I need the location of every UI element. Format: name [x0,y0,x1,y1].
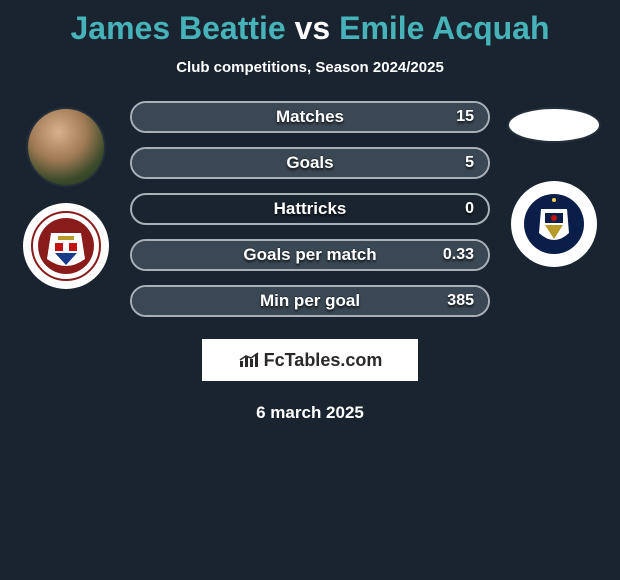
stat-bar: Min per goal 385 [130,285,490,317]
stat-value-right: 385 [447,292,474,310]
stat-bar: Matches 15 [130,101,490,133]
branding-box: FcTables.com [202,339,418,381]
main-row: Matches 15 Goals 5 Hattricks 0 Goals per match… [0,101,620,317]
stat-bar: Goals per match 0.33 [130,239,490,271]
stat-value-right: 5 [465,154,474,172]
stats-column: Matches 15 Goals 5 Hattricks 0 Goals per match… [126,101,494,317]
stat-bar: Hattricks 0 [130,193,490,225]
bar-chart-icon [238,351,260,369]
stat-value-right: 15 [456,108,474,126]
barrow-crest-icon [519,189,589,259]
stat-value-right: 0 [465,200,474,218]
subtitle: Club competitions, Season 2024/2025 [0,59,620,76]
comparison-card: James Beattie vs Emile Acquah Club compe… [0,0,620,423]
player2-name: Emile Acquah [339,10,549,46]
player2-club-crest [511,181,597,267]
stat-label: Hattricks [274,199,347,219]
player1-name: James Beattie [70,10,285,46]
player1-avatar [28,109,104,185]
right-column [494,101,614,267]
stat-label: Goals [286,153,333,173]
stat-label: Min per goal [260,291,360,311]
title-vs: vs [295,10,331,46]
player2-avatar [509,109,599,141]
stat-bar: Goals 5 [130,147,490,179]
stat-label: Matches [276,107,344,127]
branding-text: FcTables.com [264,350,383,371]
date-label: 6 march 2025 [0,403,620,423]
stat-value-right: 0.33 [443,246,474,264]
player1-club-crest [23,203,109,289]
stat-label: Goals per match [243,245,376,265]
accrington-crest-icon [31,211,101,281]
left-column [6,101,126,289]
title: James Beattie vs Emile Acquah [0,10,620,47]
